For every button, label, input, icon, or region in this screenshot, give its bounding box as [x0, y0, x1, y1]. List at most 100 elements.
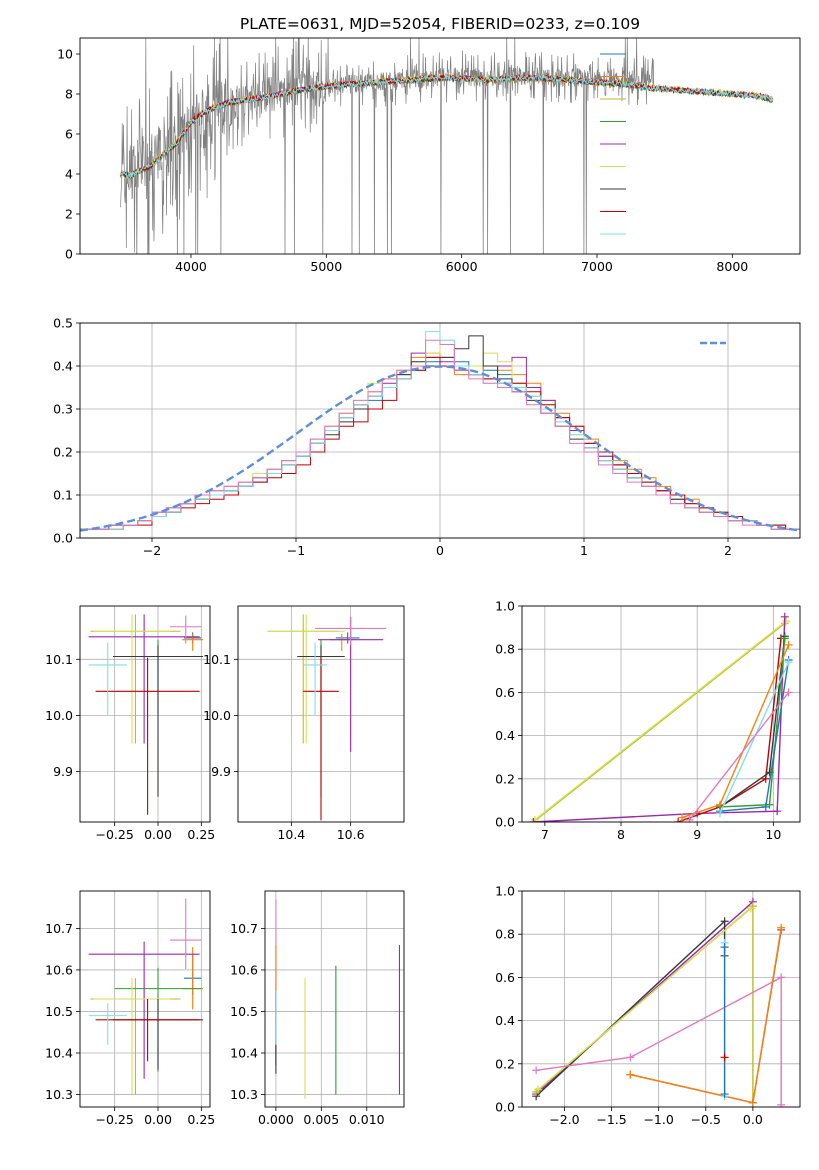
- y-tick-label: 0: [65, 247, 73, 262]
- x-tick-label: 1: [580, 543, 588, 558]
- mass-weight-line: [719, 661, 790, 814]
- mass-weight-marker: [529, 818, 538, 822]
- y-tick-label: 0.6: [495, 685, 515, 700]
- y-tick-label: 10.1: [45, 652, 73, 667]
- y-tick-label: 10.4: [45, 1046, 73, 1061]
- x-tick-label: 6000: [446, 259, 478, 274]
- mass-weight-marker: [748, 1098, 757, 1107]
- y-tick-label: 0.3: [53, 402, 73, 417]
- normal-distribution-curve: [80, 365, 800, 532]
- mass-weight-line: [532, 622, 786, 822]
- mass-weight-plot-area: [529, 612, 793, 822]
- axes-frame: [237, 605, 405, 823]
- mass-weight-plot-area: [532, 897, 786, 1107]
- x-tick-label: 10.4: [277, 827, 305, 842]
- errorbar-point: [95, 657, 200, 815]
- y-tick-label: 10.7: [230, 921, 258, 936]
- y-tick-label: 10.5: [45, 1004, 73, 1019]
- residual-histogram-panel: −2 −1 0 1 2 0.0 0.1 0.2 0.3 0.4 0.5: [53, 316, 801, 558]
- x-tick-label: 8000: [716, 259, 748, 274]
- x-tick-label: −1: [287, 543, 305, 558]
- x-tick-label: 7: [541, 827, 549, 842]
- spectrum-plot-area: [120, 38, 774, 254]
- mass-weight-line: [534, 620, 787, 821]
- observed-spectrum-line: [120, 38, 655, 254]
- y-tick-label: 0.8: [495, 642, 515, 657]
- y-tick-label: 9.9: [211, 764, 231, 779]
- y-tick-label: 0.0: [495, 1100, 515, 1115]
- mass-weight-marker: [761, 802, 770, 811]
- errorbar-plot-area: [275, 899, 401, 1099]
- mass-weight-marker: [761, 774, 770, 783]
- mass-weight-marker: [780, 634, 789, 643]
- errorbar-plot-area: [88, 614, 204, 815]
- errorbar-point: [170, 898, 202, 970]
- x-tick-label: 0.010: [349, 1112, 385, 1127]
- x-tick-label: −0.25: [96, 827, 134, 842]
- y-tick-label: 10.7: [45, 921, 73, 936]
- age-vs-mass-panel: 10.4 10.6 9.9 10.0 10.1: [203, 605, 405, 842]
- mass-weight-marker: [773, 807, 782, 816]
- y-tick-label: 10.3: [45, 1087, 73, 1102]
- errorbar-point: [267, 614, 345, 744]
- y-tick-label: 1.0: [495, 599, 515, 614]
- mass-weight-vs-age-panel: 7 8 9 10 0.0 0.2 0.4 0.6 0.8 1.0: [495, 599, 801, 842]
- mass-weight-marker: [777, 973, 786, 982]
- mass-weight-marker: [720, 1090, 729, 1099]
- x-tick-label: 0.000: [258, 1112, 294, 1127]
- x-tick-label: 7000: [581, 259, 613, 274]
- errorbar-plot-area: [88, 898, 204, 1095]
- x-tick-label: 10.6: [337, 827, 365, 842]
- mass-weight-marker: [685, 815, 694, 822]
- age-vs-metallicity-panel: −0.25 0.00 0.25 9.9 10.0 10.1: [45, 605, 215, 842]
- x-tick-label: 0.005: [303, 1112, 339, 1127]
- y-tick-label: 8: [65, 87, 73, 102]
- mass-weight-marker: [784, 640, 793, 649]
- mass-weight-marker: [716, 809, 725, 818]
- mass-weight-marker: [626, 1070, 635, 1079]
- x-tick-label: −2: [143, 543, 161, 558]
- x-tick-label: −1.5: [596, 1112, 626, 1127]
- y-tick-label: 0.5: [53, 316, 73, 331]
- x-tick-label: −2.0: [549, 1112, 579, 1127]
- mass-weight-marker: [777, 1100, 786, 1107]
- mass-weight-marker: [720, 943, 729, 952]
- mass-weight-marker: [626, 1053, 635, 1062]
- histogram-plot-area: [80, 331, 800, 532]
- axes-frame: [521, 605, 801, 823]
- mass-weight-marker: [677, 813, 686, 822]
- mass-weight-vs-metallicity-panel: −2.0 −1.5 −1.0 −0.5 0.0 0.0 0.2 0.4 0.6 0.8 1.0: [495, 884, 801, 1127]
- y-tick-label: 0.4: [495, 728, 515, 743]
- y-tick-label: 10.0: [45, 708, 73, 723]
- mass-weight-marker: [782, 617, 791, 626]
- y-tick-label: 2: [65, 207, 73, 222]
- x-tick-label: 0: [436, 543, 444, 558]
- mass-vs-metallicity-panel: −0.25 0.00 0.25 10.3 10.4 10.5 10.6 10.7: [45, 890, 215, 1127]
- errorbar-point: [88, 614, 200, 744]
- errorbar-point: [335, 632, 360, 644]
- y-tick-label: 0.4: [53, 359, 73, 374]
- mass-vs-reddening-panel: 0.000 0.005 0.010 10.3 10.4 10.5 10.6 10.7: [230, 890, 405, 1127]
- x-tick-label: 0.00: [144, 1112, 172, 1127]
- mass-weight-marker: [780, 612, 789, 621]
- y-tick-label: 10.6: [45, 962, 73, 977]
- y-tick-label: 9.9: [53, 764, 73, 779]
- errorbar-point: [88, 941, 200, 1079]
- spectrum-panel: 4000 5000 6000 7000 8000 0 2 4 6 8 10: [57, 37, 801, 274]
- y-tick-label: 1.0: [495, 884, 515, 899]
- mass-weight-marker: [746, 904, 755, 913]
- y-tick-label: 0.8: [495, 927, 515, 942]
- y-tick-label: 0.1: [53, 488, 73, 503]
- y-tick-label: 10.5: [230, 1004, 258, 1019]
- x-tick-label: −0.5: [691, 1112, 721, 1127]
- y-tick-label: 0.2: [53, 445, 73, 460]
- errorbar-point: [303, 657, 339, 821]
- x-tick-label: 0.25: [187, 827, 215, 842]
- errorbar-point: [303, 642, 327, 716]
- mass-weight-line: [689, 691, 790, 821]
- errorbar-point: [315, 617, 387, 646]
- axes-frame: [79, 37, 801, 255]
- y-tick-label: 0.2: [495, 1056, 515, 1071]
- x-tick-label: 2: [724, 543, 732, 558]
- errorbar-point: [93, 614, 171, 744]
